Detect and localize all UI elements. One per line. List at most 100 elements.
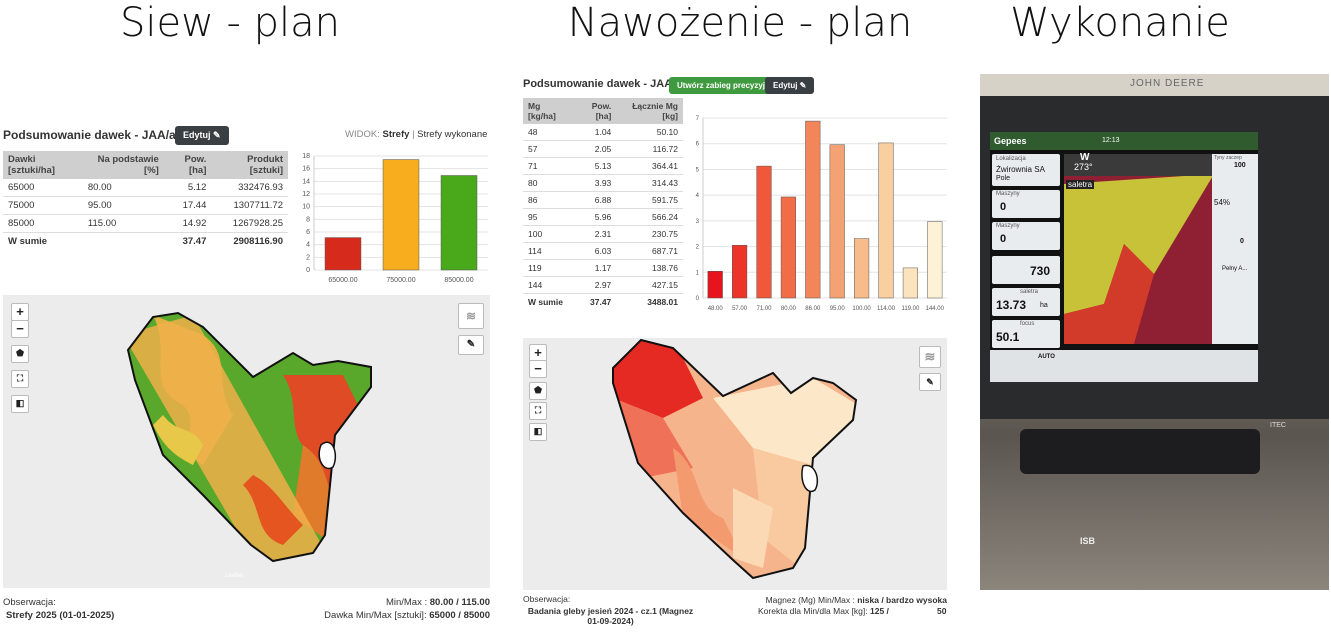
label: Edytuj <box>183 130 211 140</box>
dose-table: Mg [kg/ha] Pow. [ha] Łącznie Mg [kg] 48 1.04… <box>523 98 683 310</box>
tank-top: 100 <box>1234 162 1246 169</box>
tag-tool[interactable]: ⬟ <box>529 382 547 400</box>
status-bar <box>990 132 1258 150</box>
layer-tool[interactable]: ◧ <box>529 423 547 441</box>
cell: 116.72 <box>616 140 683 158</box>
row: 95 5.96 566.24 <box>523 208 683 226</box>
precision-button[interactable]: Utwórz zabieg precyzyjny <box>669 77 783 94</box>
header-row: Dawki [sztuki/ha] Na podstawie [%] Pow. [h… <box>3 151 288 179</box>
y-tick-label: 10 <box>302 204 310 211</box>
photo: JOHN DEERE Gepees 12:13 Lokalizacja Żwir… <box>980 74 1329 590</box>
cell <box>83 233 164 251</box>
speed: 50.1 <box>996 330 1020 344</box>
value: 0 <box>1000 201 1007 213</box>
label: Korekta dla Min/dla Max [kg]: <box>758 606 868 616</box>
fullscreen[interactable]: ⛶ <box>11 370 29 388</box>
cell: 138.76 <box>616 259 683 277</box>
cell: 144 <box>523 276 573 294</box>
attribution: Leaflet <box>225 573 244 579</box>
label: saletra <box>1020 289 1039 295</box>
clock: 12:13 <box>1102 137 1120 144</box>
isb[interactable]: ISB <box>1080 536 1096 546</box>
x-tick-label: 119.00 <box>901 306 920 312</box>
y-tick-label: 2 <box>306 254 310 261</box>
edit-button[interactable]: Edytuj ✎ <box>765 77 815 94</box>
layers[interactable]: ≋ <box>458 303 484 329</box>
bar <box>382 159 420 271</box>
cell: 230.75 <box>616 225 683 243</box>
heading: Nawożenie - plan <box>567 0 913 46</box>
x-tick-label: 71.00 <box>756 306 772 312</box>
cell: 75000 <box>3 196 83 215</box>
row: 71 5.13 364.41 <box>523 157 683 175</box>
obs-label: Obserwacja: <box>3 597 56 608</box>
bar <box>927 221 943 299</box>
map: + − ⬟ ⛶ ◧ ≋ ✎ <box>523 338 947 590</box>
area: 13.73 <box>996 298 1027 312</box>
zones <box>128 313 371 561</box>
header-row: Mg [kg/ha] Pow. [ha] Łącznie Mg [kg] <box>523 98 683 124</box>
draw[interactable]: ✎ <box>458 335 484 355</box>
edit-button[interactable]: Edytuj ✎ <box>175 126 229 145</box>
brand: JOHN DEERE <box>1130 78 1205 89</box>
header-cell: Pow. [ha] <box>163 151 212 179</box>
cell: 95.00 <box>82 196 164 215</box>
cell: 17.44 <box>163 196 212 215</box>
fullscreen[interactable]: ⛶ <box>529 402 547 420</box>
view-switch: WIDOK: Strefy | Strefy wykonane <box>345 129 487 140</box>
label: Maszyny <box>996 223 1020 229</box>
y-tick-label: 3 <box>696 219 700 225</box>
label: Maszyny <box>996 191 1020 197</box>
auto[interactable]: AUTO <box>1038 354 1055 360</box>
cell: 57 <box>523 140 573 158</box>
rate: 730 <box>1030 264 1051 278</box>
cell: 3488.01 <box>647 297 678 307</box>
cell: 65000 <box>3 179 83 197</box>
x-tick-label: 86.00 <box>805 306 821 312</box>
bar <box>440 175 478 271</box>
layer-tool[interactable]: ◧ <box>11 395 29 413</box>
cell: 427.15 <box>616 276 683 294</box>
row: 48 1.04 50.10 <box>523 124 683 141</box>
row: 114 6.03 687.71 <box>523 242 683 260</box>
area-unit: ha <box>1040 302 1048 309</box>
chart: 0 2 4 6 8 10 12 14 16 18 65000.00 75000.00 85000.00 <box>302 153 488 284</box>
screen: Gepees 12:13 Lokalizacja Żwirownia SA Po… <box>990 132 1258 382</box>
zoom-out[interactable]: − <box>529 360 547 378</box>
bar <box>756 165 772 299</box>
label: Dawka Min/Max [sztuki]: <box>324 610 427 621</box>
cell: 37.47 <box>182 236 207 247</box>
tag-tool[interactable]: ⬟ <box>11 345 29 363</box>
total-row: W sumie 37.47 3488.01 <box>523 294 683 311</box>
row: 80 3.93 314.43 <box>523 174 683 192</box>
zoom-in[interactable]: + <box>11 303 29 321</box>
value: 80.00 / 115.00 <box>429 597 490 608</box>
cell: 1307711.72 <box>211 196 288 215</box>
area-box <box>992 288 1060 316</box>
machine-box <box>992 222 1060 250</box>
label: Lokalizacja <box>996 156 1026 162</box>
heading: Wykonanie <box>1010 0 1230 46</box>
header-cell: Produkt [sztuki] <box>211 151 288 179</box>
field-map <box>612 338 858 580</box>
rate-box <box>992 256 1060 284</box>
cell: W sumie <box>8 236 48 247</box>
cell: 5.12 <box>163 179 212 197</box>
value: 125 / <box>869 606 889 616</box>
value: 0 <box>1000 233 1007 245</box>
header-cell: Mg [kg/ha] <box>523 98 573 124</box>
toolbar <box>990 350 1258 382</box>
draw[interactable]: ✎ <box>919 373 941 391</box>
x-tick-label: 80.00 <box>781 306 797 312</box>
row: 86 6.88 591.75 <box>523 191 683 209</box>
header-cell: Pow. [ha] <box>572 98 617 124</box>
field: Pole <box>996 175 1011 182</box>
view-option[interactable]: Strefy <box>382 129 410 140</box>
view-option[interactable]: Strefy wykonane <box>417 129 488 140</box>
cell: 6.03 <box>572 242 617 260</box>
y-tick-label: 4 <box>696 193 700 199</box>
location-box <box>992 154 1060 186</box>
cell: 364.41 <box>616 157 683 175</box>
layers[interactable]: ≋ <box>919 346 941 368</box>
zoom-out[interactable]: − <box>11 320 29 338</box>
